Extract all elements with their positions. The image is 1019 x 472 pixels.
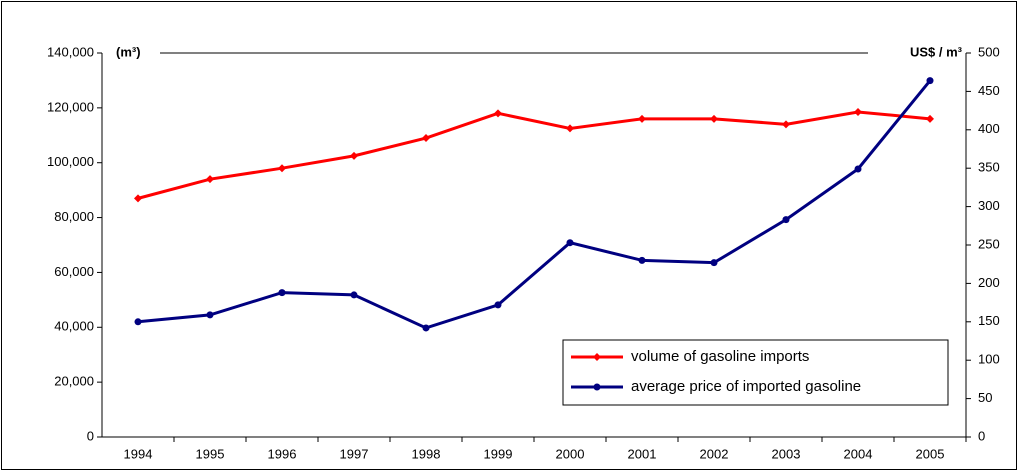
point [593,383,601,391]
series-line [137,79,932,330]
y-tick-label: 60,000 [54,264,94,279]
y2-tick-label: 500 [978,44,1000,59]
y-tick-label: 120,000 [47,99,94,114]
x-tick-label: 1996 [268,446,297,461]
x-tick-label: 1994 [124,446,153,461]
y2-tick-label: 0 [978,428,985,443]
point [710,259,718,267]
y2-tick-label: 100 [978,352,1000,367]
y2-tick-label: 300 [978,198,1000,213]
y2-tick-label: 350 [978,160,1000,175]
y-tick-label: 80,000 [54,209,94,224]
x-tick-label: 2005 [916,446,945,461]
point [350,291,358,299]
point [782,216,790,224]
x-tick-label: 1995 [196,446,225,461]
point [854,165,862,173]
point [422,324,430,332]
x-tick-label: 1998 [412,446,441,461]
point [782,120,790,129]
x-tick-label: 1997 [340,446,369,461]
series-line [137,110,931,200]
point [134,318,142,326]
point [566,124,574,133]
y-tick-label: 0 [87,428,94,443]
y2-tick-label: 150 [978,313,1000,328]
point [854,107,862,116]
point [206,311,214,319]
point [593,353,601,361]
point [350,151,358,160]
x-tick-label: 2003 [772,446,801,461]
point [494,301,502,309]
x-tick-label: 2004 [844,446,873,461]
point [566,239,574,247]
y2-tick-label: 50 [978,390,992,405]
y-axis-title: (m³) [116,44,141,59]
point [422,134,430,143]
y-tick-label: 20,000 [54,374,94,389]
y-tick-label: 40,000 [54,319,94,334]
point [278,164,286,173]
y-tick-label: 100,000 [47,154,94,169]
x-tick-label: 1999 [484,446,513,461]
y2-axis-title: US$ / m³ [910,44,963,59]
y2-tick-label: 450 [978,83,1000,98]
legend-label: volume of gasoline imports [631,348,809,365]
point [134,194,142,203]
x-tick-label: 2002 [700,446,729,461]
point [710,114,718,123]
point [926,77,934,85]
point [926,114,934,123]
legend-label: average price of imported gasoline [631,378,861,395]
y2-tick-label: 250 [978,236,1000,251]
point [278,289,286,297]
x-tick-label: 2000 [556,446,585,461]
y2-tick-label: 200 [978,275,1000,290]
point [638,256,646,264]
point [638,114,646,123]
x-tick-label: 2001 [628,446,657,461]
y2-tick-label: 400 [978,121,1000,136]
point [494,109,502,118]
y-tick-label: 140,000 [47,44,94,59]
legend-box [562,339,949,406]
point [206,175,214,184]
